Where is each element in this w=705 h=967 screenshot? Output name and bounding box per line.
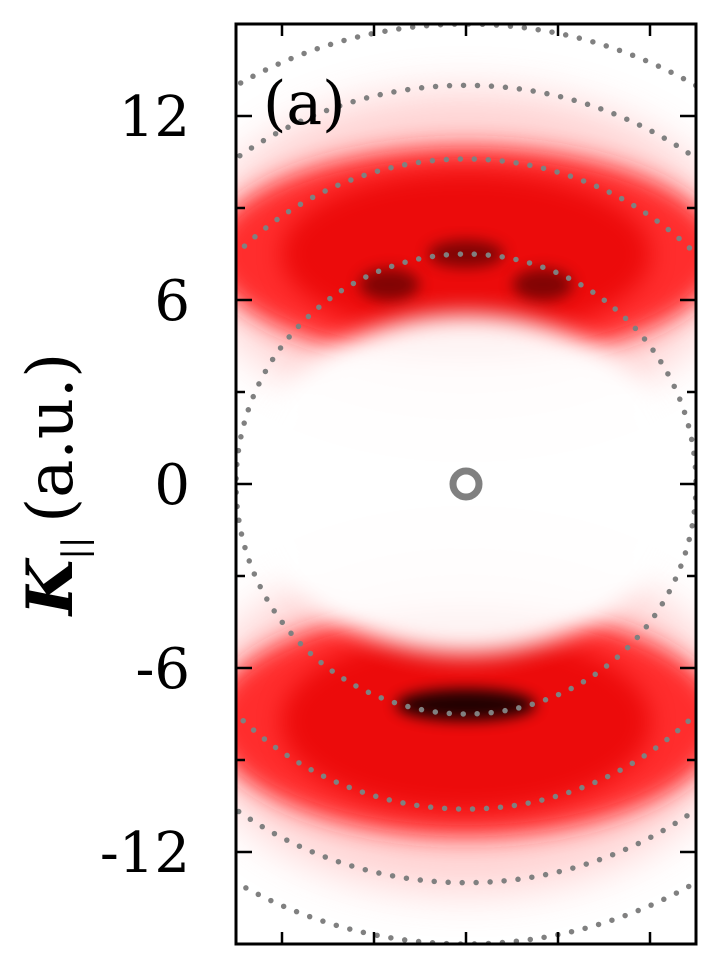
panel-label: (a) (263, 69, 346, 139)
axis-ticks (236, 22, 696, 946)
y-axis-label: K|| (a.u.) (13, 353, 95, 618)
dotted-circle-3 (236, 82, 696, 886)
svg-text:K||(a.u.): K|| (a.u.) (13, 353, 95, 618)
y-axis-label-subscript: || (55, 537, 95, 560)
lobe-peak (359, 268, 420, 301)
center-marker (449, 467, 483, 501)
y-tick-label: -12 (100, 821, 190, 886)
lobe-peak (512, 268, 573, 301)
lobe-peak (396, 688, 536, 721)
lobe-peak (428, 240, 504, 268)
y-tick-label: 0 (154, 453, 190, 518)
y-tick-label: 6 (154, 269, 190, 334)
y-axis-label-units: (a.u.) (14, 353, 88, 523)
lobe-core (281, 631, 651, 812)
y-axis-label-symbol: K (13, 557, 88, 617)
y-tick-label: -6 (135, 637, 190, 702)
heatmap (236, 91, 696, 892)
y-tick-labels: 12 6 0 -6 -12 (100, 85, 190, 886)
y-tick-label: 12 (119, 85, 190, 150)
lobe-upper (236, 91, 696, 417)
central-clearing (251, 314, 681, 654)
reference-circles (236, 24, 696, 944)
lobe-lower (236, 551, 696, 892)
plot-area (234, 22, 698, 946)
